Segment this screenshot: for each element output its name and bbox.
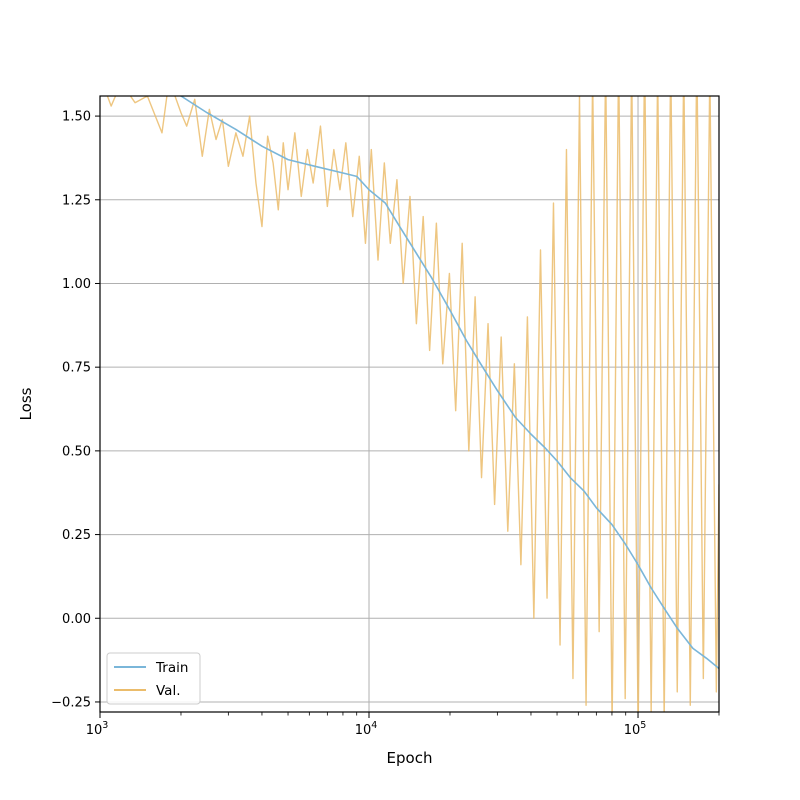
x-tick-exponent: 4 (371, 720, 377, 731)
x-tick-base: 10 (624, 723, 641, 738)
series-layer (106, 96, 719, 712)
y-tick-label: 0.75 (62, 361, 91, 376)
legend: Train Val. (106, 652, 201, 705)
y-tick-label: 0.00 (62, 612, 91, 627)
series-line-train (179, 96, 719, 670)
y-tick-label: 0.50 (62, 444, 91, 459)
series-line-val (106, 96, 719, 712)
x-tick-label: 103 (86, 720, 109, 738)
y-tick-label: 1.00 (62, 277, 91, 292)
x-tick-base: 10 (355, 723, 372, 738)
legend-label-train: Train (155, 660, 188, 676)
legend-label-val: Val. (156, 683, 181, 699)
x-tick-exponent: 5 (640, 720, 646, 731)
x-tick-base: 10 (86, 723, 103, 738)
x-tick-label: 105 (624, 720, 647, 738)
y-axis-label: Loss (17, 387, 35, 420)
y-tick-label: −0.25 (51, 695, 91, 710)
y-tick-label: 1.25 (62, 193, 91, 208)
legend-box (106, 652, 201, 705)
plot-frame (99, 95, 720, 713)
y-tick-label: 1.50 (62, 110, 91, 125)
x-tick-exponent: 3 (102, 720, 108, 731)
x-axis-label: Epoch (387, 749, 433, 767)
y-tick-label: 0.25 (62, 528, 91, 543)
x-tick-label: 104 (355, 720, 378, 738)
